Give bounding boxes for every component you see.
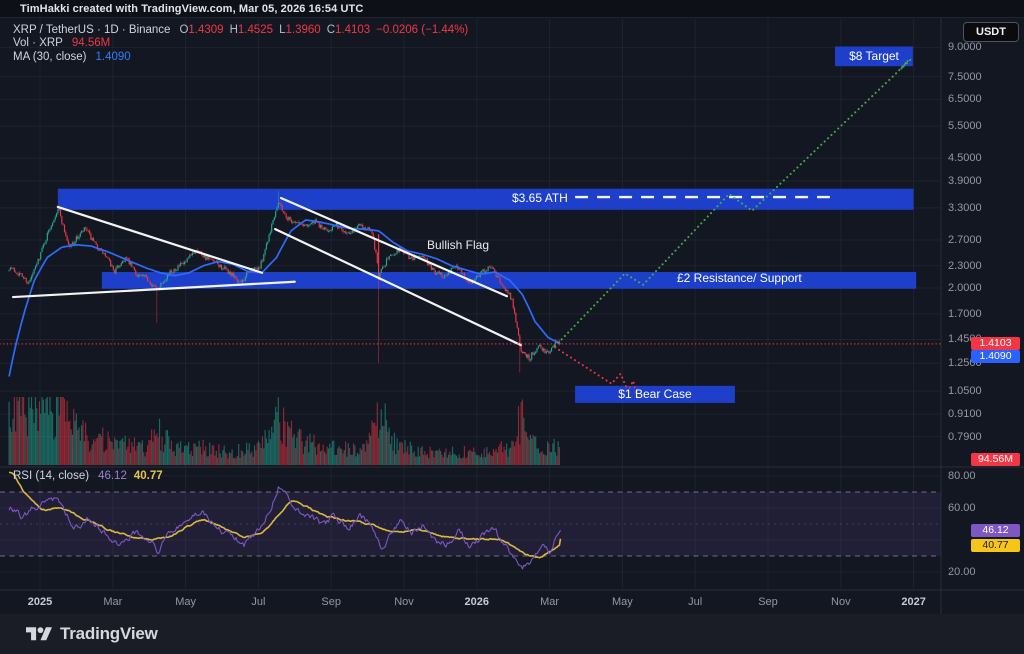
attribution-text: TimHakki created with TradingView.com, M… xyxy=(20,2,364,15)
time-tick-label: Jul xyxy=(688,596,703,608)
time-tick-label: Nov xyxy=(831,596,851,608)
rsi-ma-value-badge: 40.77 xyxy=(971,539,1020,553)
last-price-badge: 1.4103 xyxy=(971,336,1020,350)
pane-borders xyxy=(0,18,1024,614)
price-tick-label: 3.9000 xyxy=(948,175,982,188)
time-tick-label: 2027 xyxy=(901,596,926,608)
time-tick-label: 2025 xyxy=(27,596,53,608)
tradingview-logo-text: TradingView xyxy=(60,624,158,643)
bear-case-box[interactable] xyxy=(575,385,735,403)
time-tick-label: Nov xyxy=(394,596,414,608)
rsi-ma-line xyxy=(9,471,562,559)
price-tick-label: 2.7000 xyxy=(948,233,982,246)
rsi-value-badge: 46.12 xyxy=(971,523,1020,537)
time-tick-label: May xyxy=(175,596,196,608)
time-tick-label: May xyxy=(612,596,633,608)
rsi-tick-label: 80.00 xyxy=(948,470,976,482)
price-tick-label: 2.3000 xyxy=(948,259,982,272)
candlestick-series xyxy=(8,191,561,373)
time-tick-label: Sep xyxy=(758,596,778,608)
price-tick-label: 1.7000 xyxy=(948,308,982,320)
attribution-bar: TimHakki created with TradingView.com, M… xyxy=(0,0,1024,18)
rsi-zone xyxy=(0,491,941,557)
currency-toggle-button[interactable]: USDT xyxy=(963,22,1019,42)
price-tick-label: 3.3000 xyxy=(948,201,982,214)
rsi-tick-label: 20.00 xyxy=(948,566,976,578)
ma-value-badge: 1.4090 xyxy=(971,350,1020,364)
rsi-line xyxy=(8,486,561,570)
tradingview-logo-icon xyxy=(26,626,52,640)
trend-lines[interactable] xyxy=(11,196,522,347)
tradingview-logo[interactable]: TradingView xyxy=(26,624,158,645)
time-tick-label: Mar xyxy=(540,596,560,608)
price-tick-label: 6.5000 xyxy=(948,93,982,106)
price-tick-label: 2.0000 xyxy=(948,282,982,294)
price-tick-label: 4.5000 xyxy=(948,152,982,165)
price-tick-label: 1.0500 xyxy=(948,385,982,398)
price-tick-label: 0.9100 xyxy=(948,407,982,420)
ma-line xyxy=(8,219,561,377)
time-tick-label: Sep xyxy=(321,596,341,608)
price-tick-label: 9.0000 xyxy=(948,41,982,54)
ath-band[interactable] xyxy=(57,188,914,210)
bull-projection-line[interactable] xyxy=(554,57,913,348)
target-box[interactable] xyxy=(834,46,913,67)
footer-bar: TradingView xyxy=(0,614,1024,654)
rsi-tick-label: 60.00 xyxy=(948,502,976,514)
bear-projection-line[interactable] xyxy=(554,346,638,399)
time-tick-label: Mar xyxy=(103,596,123,608)
time-tick-label: 2026 xyxy=(464,596,490,608)
time-tick-label: Jul xyxy=(251,596,266,608)
price-tick-label: 0.7900 xyxy=(948,430,982,443)
volume-series xyxy=(8,397,561,465)
price-tick-label: 5.5000 xyxy=(948,120,982,133)
price-tick-label: 7.5000 xyxy=(948,70,982,83)
volume-value-badge: 94.56M xyxy=(971,453,1020,466)
